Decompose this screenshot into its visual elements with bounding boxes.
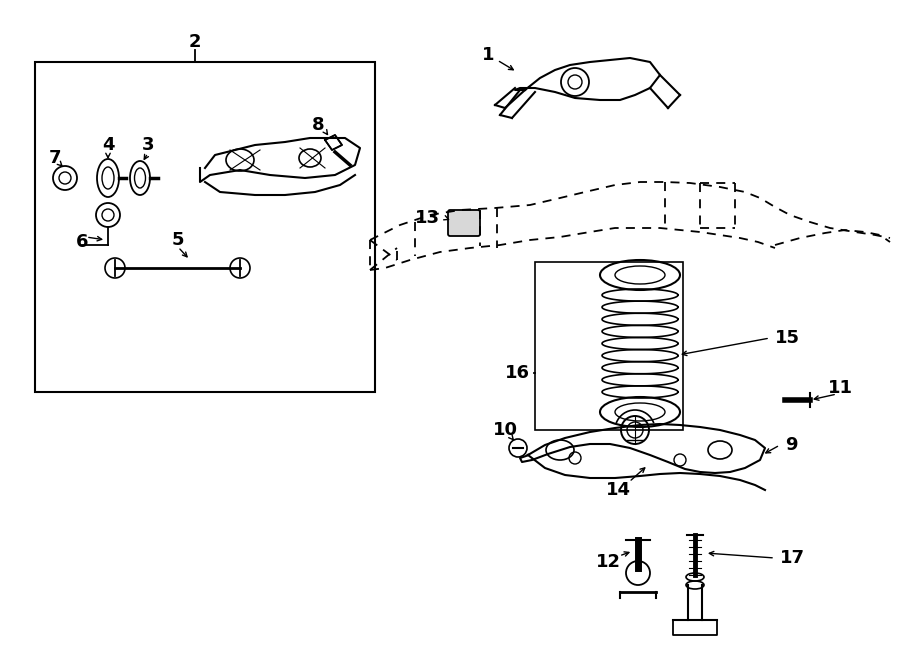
Text: 9: 9 (785, 436, 797, 454)
Text: 3: 3 (142, 136, 154, 154)
FancyBboxPatch shape (448, 210, 480, 236)
Text: 1: 1 (482, 46, 494, 64)
Bar (35, 62, 375, 392)
Text: 8: 8 (311, 116, 324, 134)
Text: 4: 4 (102, 136, 114, 154)
Text: 10: 10 (492, 421, 517, 439)
Bar (535, 262, 683, 430)
Text: 16: 16 (505, 364, 530, 382)
Text: 12: 12 (596, 553, 620, 571)
Text: 17: 17 (780, 549, 805, 567)
Text: 15: 15 (775, 329, 800, 347)
Text: 14: 14 (606, 481, 631, 499)
Text: 6: 6 (76, 233, 88, 251)
Text: 5: 5 (172, 231, 184, 249)
Text: 2: 2 (189, 33, 202, 51)
Text: 13: 13 (415, 209, 440, 227)
Text: 7: 7 (49, 149, 61, 167)
Text: 11: 11 (827, 379, 852, 397)
Polygon shape (325, 135, 342, 150)
